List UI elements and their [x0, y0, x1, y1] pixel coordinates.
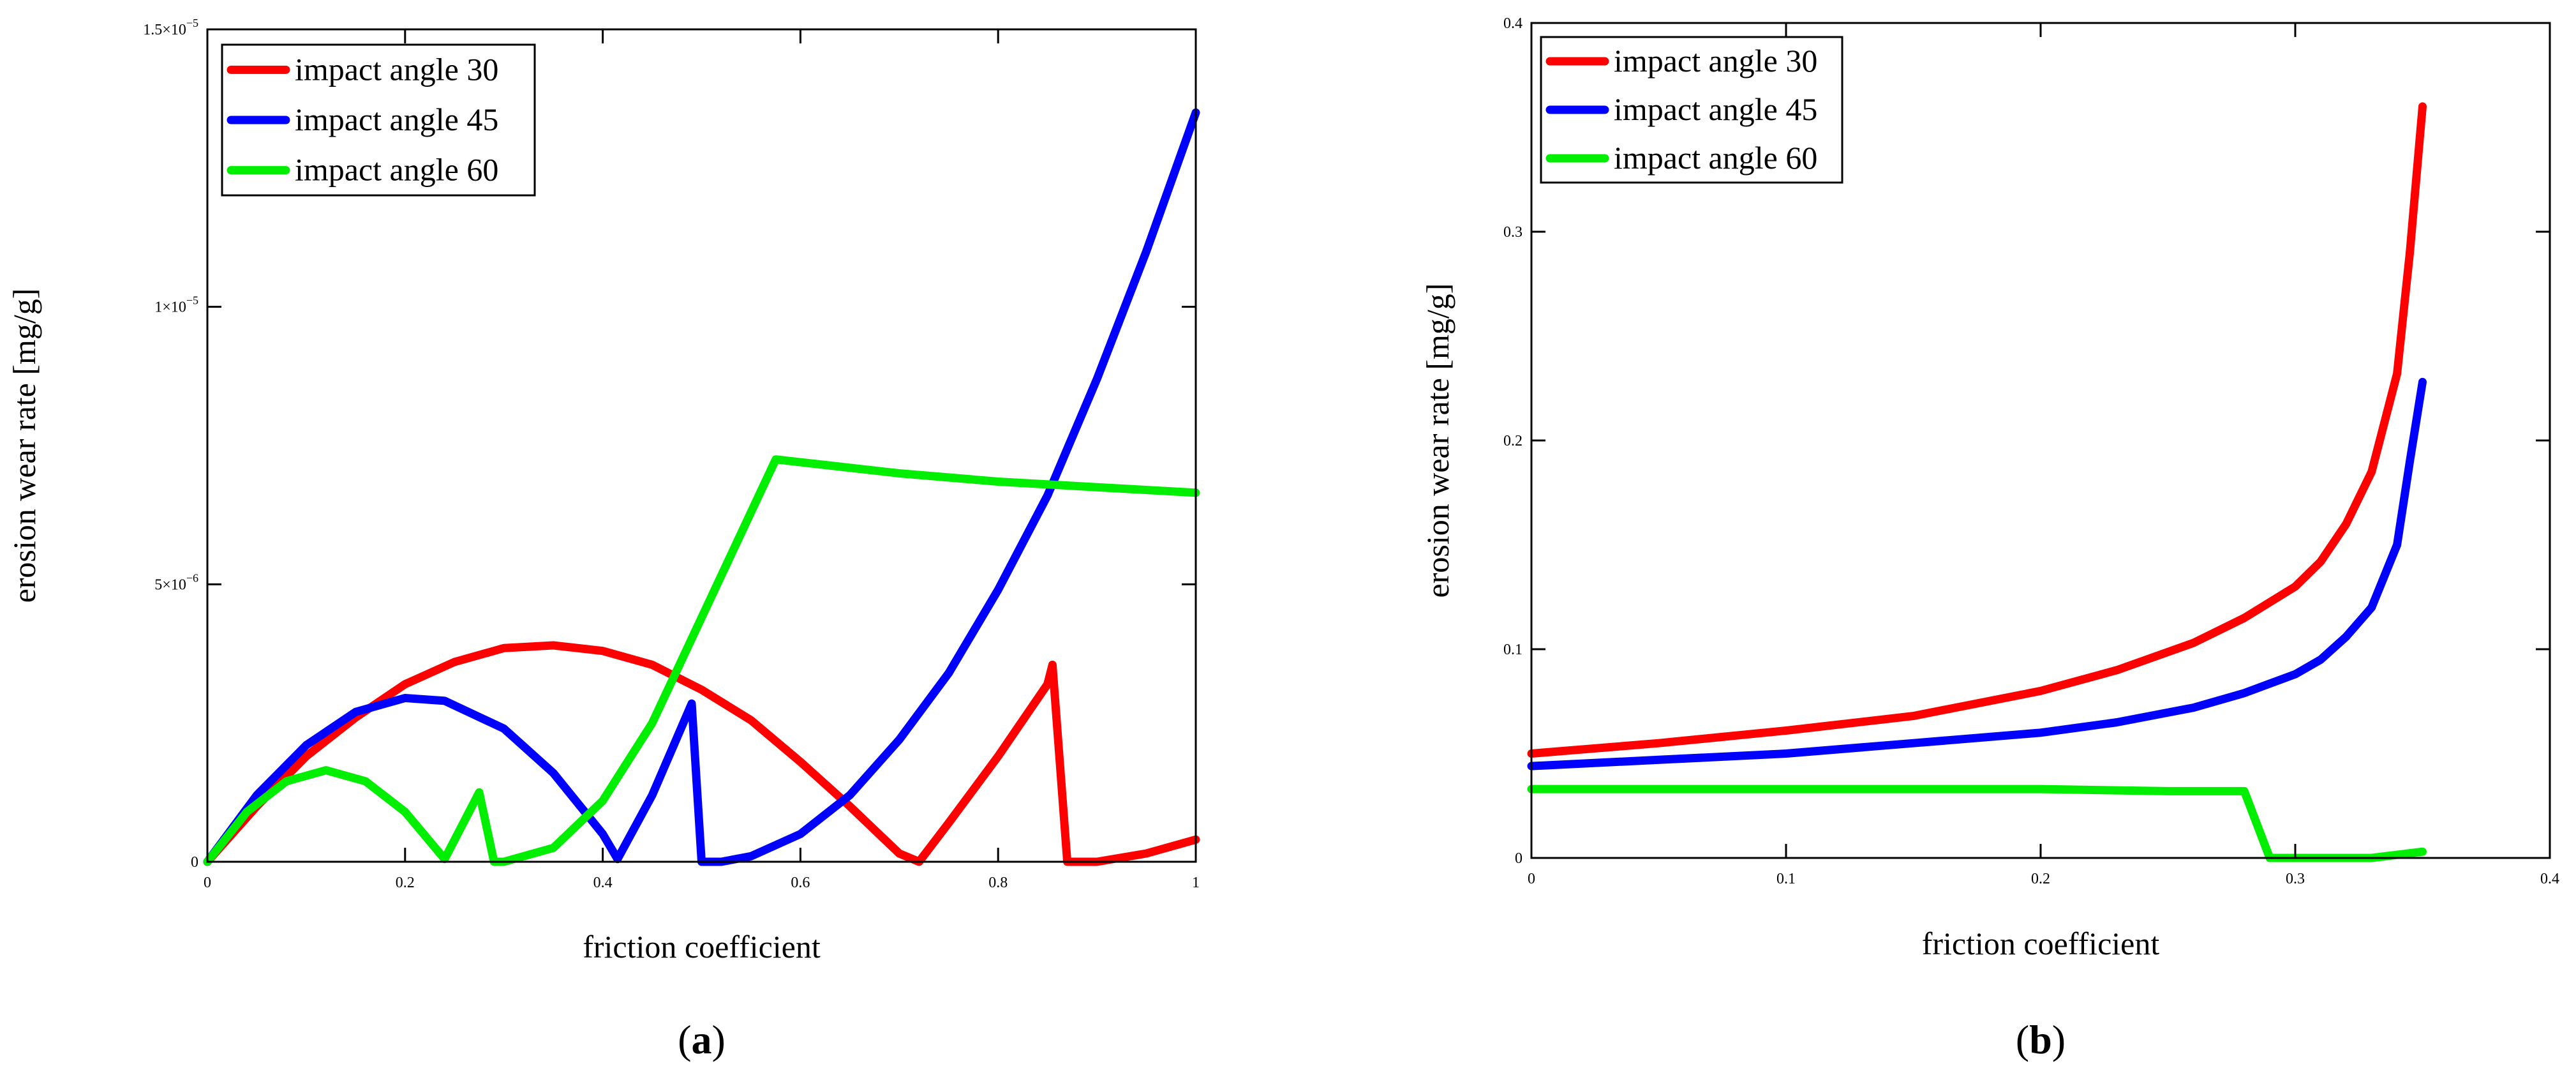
legend-label: impact angle 30	[295, 51, 498, 87]
legend: impact angle 30 impact angle 45 impact ang…	[1540, 36, 1843, 184]
series-group	[1527, 102, 2427, 862]
y-tick-exponent: −6	[186, 571, 198, 584]
y-tick-label: 1.5×10−5	[143, 17, 198, 38]
y-tick-mantissa: 5×10	[154, 576, 186, 593]
x-tick-label: 0.6	[791, 875, 810, 891]
y-tick-label: 0	[191, 854, 198, 871]
chart-panel-b: 0 0.1 0.2 0.3 0.4 0 0.1 0.2 0.3 0.4 friction coeff…	[1420, 15, 2559, 1062]
x-tick-label: 0.2	[2031, 871, 2050, 887]
series-line-impact-angle-60	[1527, 785, 2427, 862]
y-tick-label: 0.3	[1503, 224, 1523, 241]
y-tick-exponent: −5	[186, 17, 198, 29]
x-tick-label: 0.2	[396, 875, 415, 891]
y-tick-label: 0.2	[1503, 433, 1523, 449]
legend-label: impact angle 45	[1614, 91, 1817, 127]
x-tick-label: 0	[204, 875, 211, 891]
x-axis-title: friction coefficient	[583, 929, 821, 965]
caption-paren-close: )	[2052, 1017, 2066, 1062]
panel-caption: (a)	[678, 1017, 726, 1062]
caption-letter: b	[2029, 1017, 2052, 1062]
series-line-impact-angle-30	[203, 641, 1200, 866]
series-line-impact-angle-45	[1527, 377, 2427, 770]
chart-panel-a: 0 0.2 0.4 0.6 0.8 105×10−61×10−51.5×10−5frict…	[6, 17, 1200, 1062]
caption-paren-open: (	[2016, 1017, 2029, 1062]
y-tick-label: 0.4	[1503, 15, 1523, 32]
x-tick-label: 0.3	[2286, 871, 2305, 887]
y-tick-label: 0.1	[1503, 642, 1523, 658]
y-tick-label: 5×10−6	[154, 571, 198, 593]
series-line-impact-angle-60	[203, 455, 1200, 866]
y-tick-mantissa: 1×10	[154, 299, 186, 316]
plot-frame	[206, 28, 1197, 863]
x-tick-label: 0.8	[988, 875, 1008, 891]
series-line-impact-angle-45	[203, 108, 1200, 866]
y-axis-title: erosion wear rate [mg/g]	[6, 289, 42, 603]
x-tick-label: 0.4	[2540, 871, 2559, 887]
x-tick-label: 0.4	[593, 875, 613, 891]
x-tick-label: 0	[1528, 871, 1535, 887]
y-tick-mantissa: 1.5×10	[143, 22, 186, 38]
legend-label: impact angle 30	[1614, 43, 1817, 79]
y-tick-mantissa: 0	[191, 854, 198, 871]
legend-label: impact angle 60	[295, 152, 498, 188]
legend: impact angle 30 impact angle 45 impact ang…	[221, 43, 536, 197]
caption-paren-close: )	[712, 1017, 726, 1062]
legend-label: impact angle 45	[295, 101, 498, 137]
x-tick-label: 0.1	[1776, 871, 1796, 887]
y-axis-title: erosion wear rate [mg/g]	[1420, 283, 1456, 598]
series-line-impact-angle-30	[1527, 102, 2427, 758]
y-tick-label: 1×10−5	[154, 294, 198, 316]
panel-caption: (b)	[2016, 1017, 2066, 1062]
y-tick-label: 0	[1515, 850, 1523, 867]
x-axis-title: friction coefficient	[1922, 926, 2160, 961]
y-tick-exponent: −5	[186, 294, 198, 307]
x-tick-label: 1	[1192, 875, 1200, 891]
series-group	[203, 108, 1200, 866]
caption-paren-open: (	[678, 1017, 691, 1062]
caption-letter: a	[692, 1017, 712, 1062]
legend-label: impact angle 60	[1614, 140, 1817, 176]
